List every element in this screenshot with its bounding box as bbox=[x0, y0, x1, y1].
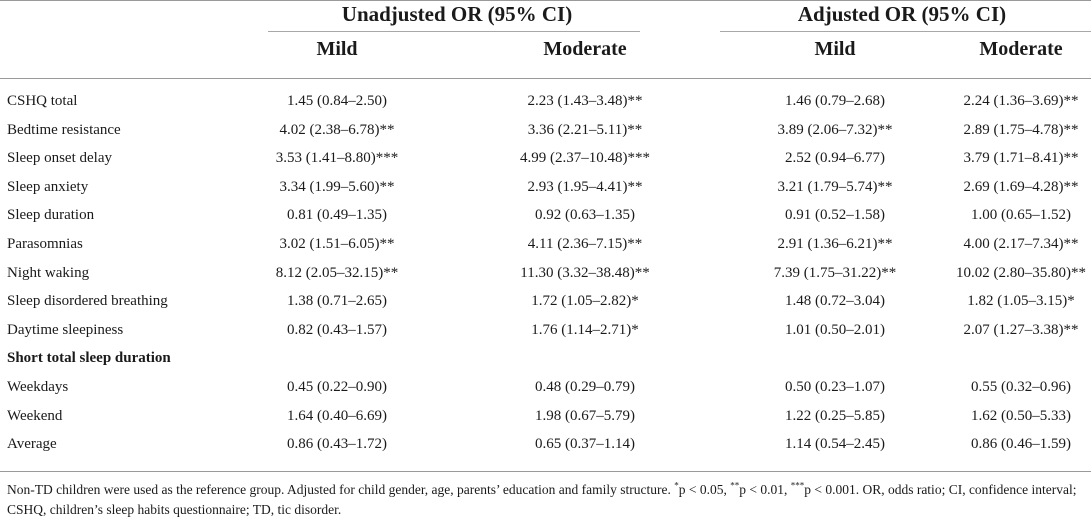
header-rule bbox=[0, 78, 1091, 79]
table-row: Daytime sleepiness 0.82 (0.43–1.57) 1.76 (… bbox=[0, 316, 1091, 345]
footnote-marker: *** bbox=[790, 480, 805, 491]
row-label: Daytime sleepiness bbox=[7, 321, 124, 338]
cell-unadjusted-moderate: 0.92 (0.63–1.35) bbox=[535, 207, 635, 224]
cell-unadjusted-moderate: 1.98 (0.67–5.79) bbox=[535, 407, 635, 424]
cell-unadjusted-moderate: 0.65 (0.37–1.14) bbox=[535, 436, 635, 453]
cell-adjusted-moderate: 2.07 (1.27–3.38)** bbox=[963, 321, 1079, 338]
row-label: Average bbox=[7, 436, 57, 453]
row-label: Sleep disordered breathing bbox=[7, 293, 168, 310]
cell-adjusted-moderate: 4.00 (2.17–7.34)** bbox=[963, 236, 1079, 252]
subheader-unadjusted-moderate: Moderate bbox=[543, 38, 627, 60]
footnote-marker: ** bbox=[730, 480, 740, 491]
footnote-text: Non-TD children were used as the referen… bbox=[7, 482, 675, 497]
cell-unadjusted-mild: 3.02 (1.51–6.05)** bbox=[279, 236, 395, 252]
cell-unadjusted-moderate: 1.76 (1.14–2.71)* bbox=[531, 321, 639, 338]
cell-unadjusted-moderate: 4.99 (2.37–10.48)*** bbox=[520, 150, 650, 167]
cell-adjusted-mild: 1.22 (0.25–5.85) bbox=[785, 407, 885, 424]
group-rule-unadjusted bbox=[268, 31, 640, 32]
cell-adjusted-moderate: 0.55 (0.32–0.96) bbox=[971, 379, 1071, 395]
table-row: Night waking 8.12 (2.05–32.15)** 11.30 (3.… bbox=[0, 259, 1091, 288]
cell-adjusted-moderate: 3.79 (1.71–8.41)** bbox=[963, 150, 1079, 167]
cell-unadjusted-mild: 4.02 (2.38–6.78)** bbox=[279, 121, 395, 138]
table-top-rule bbox=[0, 0, 1091, 1]
table-row: Bedtime resistance 4.02 (2.38–6.78)** 3.36… bbox=[0, 116, 1091, 145]
group-rule-adjusted bbox=[720, 31, 1091, 32]
table-footnote: Non-TD children were used as the referen… bbox=[7, 480, 1085, 520]
row-label: CSHQ total bbox=[7, 93, 78, 109]
cell-adjusted-moderate: 1.00 (0.65–1.52) bbox=[971, 207, 1071, 224]
cell-adjusted-mild: 7.39 (1.75–31.22)** bbox=[773, 264, 897, 281]
cell-adjusted-moderate: 1.82 (1.05–3.15)* bbox=[967, 293, 1075, 310]
table-row: CSHQ total 1.45 (0.84–2.50) 2.23 (1.43–3.4… bbox=[0, 87, 1091, 116]
section-label: Short total sleep duration bbox=[7, 350, 171, 367]
footnote-marker: * bbox=[674, 480, 679, 491]
cell-adjusted-mild: 0.91 (0.52–1.58) bbox=[785, 207, 885, 224]
cell-adjusted-mild: 1.14 (0.54–2.45) bbox=[785, 436, 885, 453]
row-label: Parasomnias bbox=[7, 236, 83, 252]
row-label: Night waking bbox=[7, 264, 90, 281]
table-row: Sleep anxiety 3.34 (1.99–5.60)** 2.93 (1.9… bbox=[0, 173, 1091, 202]
table-row: Average 0.86 (0.43–1.72) 0.65 (0.37–1.14) 1… bbox=[0, 430, 1091, 459]
cell-adjusted-mild: 3.89 (2.06–7.32)** bbox=[777, 121, 893, 138]
cell-unadjusted-mild: 0.81 (0.49–1.35) bbox=[287, 207, 387, 224]
subheader-unadjusted-mild: Mild bbox=[316, 38, 358, 60]
table-bottom-rule bbox=[0, 471, 1091, 472]
table-row: Parasomnias 3.02 (1.51–6.05)** 4.11 (2.36–… bbox=[0, 230, 1091, 259]
cell-unadjusted-mild: 0.82 (0.43–1.57) bbox=[287, 321, 387, 338]
subheader-adjusted-moderate: Moderate bbox=[979, 38, 1063, 60]
cell-adjusted-mild: 1.46 (0.79–2.68) bbox=[785, 93, 885, 109]
cell-adjusted-mild: 0.50 (0.23–1.07) bbox=[785, 379, 885, 395]
cell-adjusted-mild: 1.48 (0.72–3.04) bbox=[785, 293, 885, 310]
footnote-text: p < 0.05, bbox=[678, 482, 731, 497]
cell-unadjusted-moderate: 1.72 (1.05–2.82)* bbox=[531, 293, 639, 310]
cell-unadjusted-mild: 8.12 (2.05–32.15)** bbox=[275, 264, 399, 281]
table-row: Sleep disordered breathing 1.38 (0.71–2.6… bbox=[0, 287, 1091, 316]
row-label: Sleep onset delay bbox=[7, 150, 112, 167]
row-label: Weekdays bbox=[7, 379, 69, 395]
cell-adjusted-moderate: 2.69 (1.69–4.28)** bbox=[963, 178, 1079, 195]
cell-unadjusted-moderate: 0.48 (0.29–0.79) bbox=[535, 379, 635, 395]
cell-adjusted-moderate: 2.24 (1.36–3.69)** bbox=[963, 93, 1079, 109]
row-label: Bedtime resistance bbox=[7, 121, 121, 138]
cell-unadjusted-mild: 1.38 (0.71–2.65) bbox=[287, 293, 387, 310]
cell-unadjusted-moderate: 2.93 (1.95–4.41)** bbox=[527, 178, 643, 195]
cell-adjusted-moderate: 2.89 (1.75–4.78)** bbox=[963, 121, 1079, 138]
cell-unadjusted-moderate: 2.23 (1.43–3.48)** bbox=[527, 93, 643, 109]
cell-unadjusted-mild: 3.34 (1.99–5.60)** bbox=[279, 178, 395, 195]
cell-adjusted-mild: 2.91 (1.36–6.21)** bbox=[777, 236, 893, 252]
subheader-adjusted-mild: Mild bbox=[814, 38, 856, 60]
cell-adjusted-moderate: 0.86 (0.46–1.59) bbox=[971, 436, 1071, 453]
table-row: Sleep duration 0.81 (0.49–1.35) 0.92 (0.63… bbox=[0, 201, 1091, 230]
cell-adjusted-mild: 2.52 (0.94–6.77) bbox=[785, 150, 885, 167]
cell-unadjusted-moderate: 3.36 (2.21–5.11)** bbox=[527, 121, 643, 138]
cell-unadjusted-mild: 1.45 (0.84–2.50) bbox=[287, 93, 387, 109]
cell-adjusted-mild: 3.21 (1.79–5.74)** bbox=[777, 178, 893, 195]
footnote-text: p < 0.001. OR, odds ratio; CI, confidenc… bbox=[7, 482, 1077, 517]
group-header-adjusted: Adjusted OR (95% CI) bbox=[797, 2, 1007, 26]
cell-unadjusted-mild: 3.53 (1.41–8.80)*** bbox=[275, 150, 399, 167]
row-label: Sleep anxiety bbox=[7, 178, 89, 195]
cell-unadjusted-mild: 0.86 (0.43–1.72) bbox=[287, 436, 387, 453]
table-row: Weekdays 0.45 (0.22–0.90) 0.48 (0.29–0.79)… bbox=[0, 373, 1091, 402]
cell-adjusted-mild: 1.01 (0.50–2.01) bbox=[785, 321, 885, 338]
footnote-text: p < 0.01, bbox=[739, 482, 791, 497]
table-section-row: Short total sleep duration bbox=[0, 344, 1091, 373]
row-label: Weekend bbox=[7, 407, 63, 424]
cell-adjusted-moderate: 1.62 (0.50–5.33) bbox=[971, 407, 1071, 424]
cell-unadjusted-mild: 1.64 (0.40–6.69) bbox=[287, 407, 387, 424]
cell-unadjusted-moderate: 11.30 (3.32–38.48)** bbox=[520, 264, 650, 281]
cell-unadjusted-moderate: 4.11 (2.36–7.15)** bbox=[527, 236, 643, 252]
cell-unadjusted-mild: 0.45 (0.22–0.90) bbox=[287, 379, 387, 395]
group-header-unadjusted: Unadjusted OR (95% CI) bbox=[341, 2, 573, 26]
table-row: Weekend 1.64 (0.40–6.69) 1.98 (0.67–5.79) 1… bbox=[0, 402, 1091, 431]
table-row: Sleep onset delay 3.53 (1.41–8.80)*** 4.99… bbox=[0, 144, 1091, 173]
cell-adjusted-moderate: 10.02 (2.80–35.80)** bbox=[956, 264, 1086, 281]
row-label: Sleep duration bbox=[7, 207, 95, 224]
